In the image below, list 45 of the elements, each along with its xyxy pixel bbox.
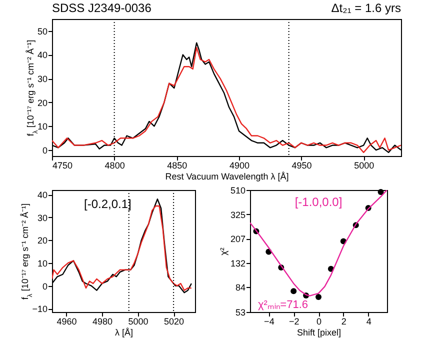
- x-tick-label: 0: [316, 316, 322, 326]
- annotation: [-1.0,0.0]: [294, 195, 342, 209]
- x-axis-title: Shift [pixel]: [296, 328, 342, 338]
- x-tick-label: 4800: [104, 160, 125, 170]
- y-tick-label: 20: [37, 236, 48, 246]
- y-tick-label: 40: [37, 50, 48, 60]
- y-tick-label: 50: [37, 26, 48, 36]
- x-tick-label: 5020: [164, 316, 184, 326]
- annotation: [-0.2,0.1]: [84, 197, 132, 211]
- x-tick-label: 4750: [52, 160, 73, 170]
- x-tick-label: 4850: [167, 160, 188, 170]
- y-tick-label: −10: [32, 304, 48, 314]
- y-tick-label: 132: [230, 258, 246, 268]
- x-tick-label: 5000: [128, 316, 148, 326]
- x-tick-label: −2: [288, 316, 300, 326]
- y-tick-label: 207: [230, 234, 246, 244]
- y-tick-label: 20: [37, 98, 48, 108]
- x-tick-label: −4: [264, 316, 274, 326]
- x-tick-label: 4: [366, 316, 372, 326]
- x-axis-title: λ [Å]: [114, 328, 134, 338]
- y-tick-label: 0: [42, 146, 48, 156]
- y-tick-label: 30: [37, 74, 48, 84]
- y-tick-label: 40: [37, 190, 48, 200]
- annotation: χ²ₘᵢₙ=71.6: [258, 299, 308, 311]
- x-tick-label: 4960: [56, 316, 77, 326]
- y-tick-label: 325: [230, 210, 246, 220]
- x-tick-label: 2: [341, 316, 346, 326]
- text: Δt₂₁ = 1.6 yrs: [331, 1, 401, 15]
- y-tick-label: 510: [230, 186, 246, 196]
- x-tick-label: 4900: [229, 160, 250, 170]
- x-axis-title: Rest Vacuum Wavelength λ [Å]: [165, 172, 289, 182]
- y-tick-label: 30: [37, 212, 48, 223]
- x-tick-label: 4980: [92, 316, 113, 326]
- y-tick-label: 10: [37, 122, 48, 132]
- x-tick-label: 5000: [354, 160, 374, 170]
- y-tick-label: 53: [235, 308, 246, 318]
- y-tick-label: 0: [42, 281, 48, 292]
- y-tick-label: 10: [37, 258, 48, 268]
- point: [378, 189, 384, 196]
- x-tick-label: 4950: [292, 160, 312, 170]
- point: [316, 294, 322, 300]
- y-tick-label: 84: [235, 282, 246, 293]
- point: [290, 288, 297, 294]
- chart-title: SDSS J2349-0036: [52, 1, 152, 15]
- y-axis-title: χ²: [218, 248, 228, 256]
